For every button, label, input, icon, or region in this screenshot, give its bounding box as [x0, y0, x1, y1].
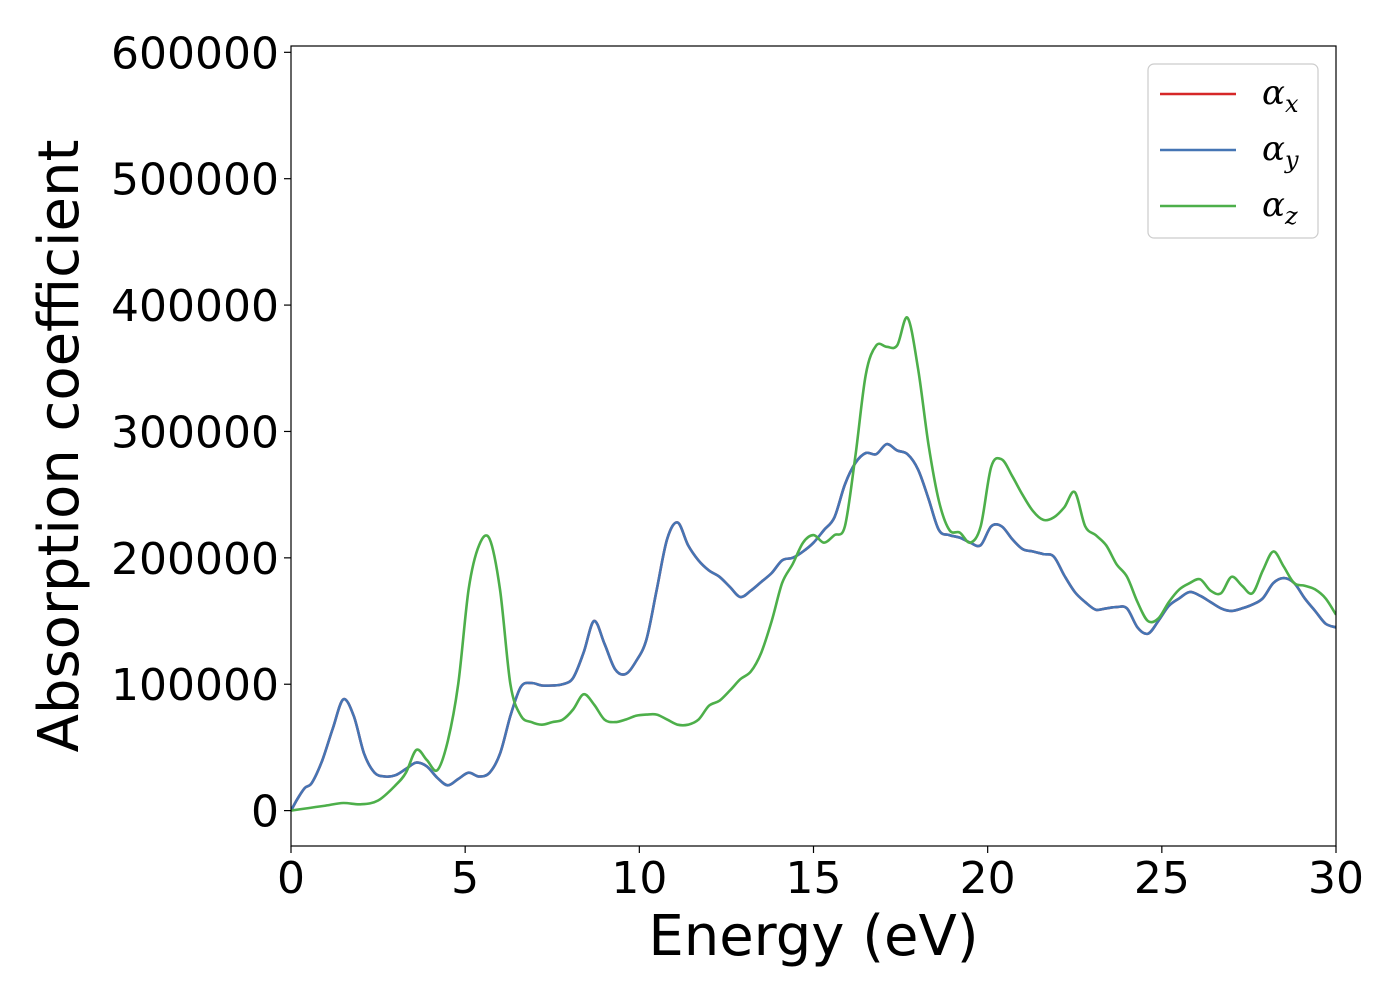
x-tick-label: 5: [451, 853, 479, 904]
x-tick-label: 15: [786, 853, 842, 904]
y-tick-label: 300000: [111, 407, 279, 458]
y-tick-label: 600000: [111, 28, 279, 79]
series-line-alpha-y: [291, 442, 1336, 812]
y-tick-label: 500000: [111, 155, 279, 206]
x-axis: 0 5 10 15 20 25 30: [277, 846, 1364, 904]
x-tick-label: 30: [1308, 853, 1364, 904]
x-tick-label: 20: [960, 853, 1016, 904]
x-tick-label: 0: [277, 853, 305, 904]
x-tick-label: 25: [1134, 853, 1190, 904]
y-axis: 0 100000 200000 300000 400000 500000 600000: [111, 28, 291, 838]
y-tick-label: 200000: [111, 534, 279, 585]
x-tick-label: 10: [611, 853, 667, 904]
y-tick-label: 400000: [111, 281, 279, 332]
series-line-alpha-z: [291, 316, 1336, 812]
y-tick-label: 100000: [111, 660, 279, 711]
series-line-alpha-x: [291, 442, 1336, 812]
series-layer: [291, 316, 1336, 812]
y-tick-label: 0: [251, 787, 279, 838]
x-axis-title: Energy (eV): [648, 904, 978, 969]
y-axis-title: Absorption coefficient: [27, 140, 92, 753]
